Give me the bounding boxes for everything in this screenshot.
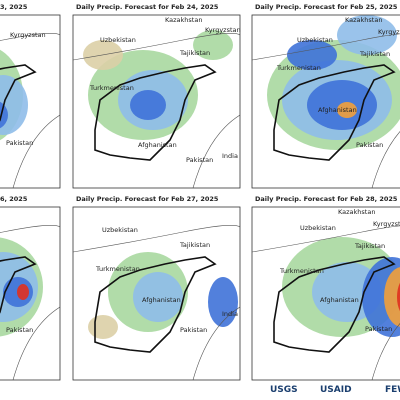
- country-label: Turkmenistan: [279, 267, 324, 275]
- country-label: Uzbekistan: [300, 224, 336, 232]
- afghanistan-outline: [94, 256, 217, 353]
- afghanistan-outline: [273, 256, 396, 353]
- logo: USAID: [320, 385, 352, 395]
- country-label: Tajikistan: [179, 241, 210, 249]
- map-frame: [251, 206, 400, 381]
- panel-title: Daily Precip. Forecast for Feb 28, 2025: [255, 195, 398, 203]
- panel-title: Daily Precip. Forecast for Feb 24, 2025: [76, 3, 219, 11]
- country-border: [0, 33, 60, 188]
- map-panel: [0, 15, 60, 188]
- map-frame: [0, 206, 61, 381]
- map-frame: [0, 14, 61, 189]
- map-panel: [252, 207, 400, 380]
- country-label: Turkmenistan: [276, 64, 321, 72]
- country-label: Pakistan: [180, 326, 207, 334]
- country-label: Kyrgyzstan: [205, 26, 241, 34]
- country-label: Kyrgyzstan: [378, 28, 400, 36]
- country-label: Kazakhstan: [345, 16, 382, 24]
- country-border: [0, 225, 60, 380]
- country-label: Kyrgyzstan: [10, 31, 46, 39]
- panel-title: 6, 2025: [0, 195, 28, 203]
- precip-area: [17, 284, 29, 300]
- precip-area: [337, 15, 397, 55]
- country-border: [73, 33, 240, 188]
- country-label: Turkmenistan: [95, 265, 140, 273]
- country-label: Tajikistan: [359, 50, 390, 58]
- precip-area: [193, 30, 233, 60]
- logo: FEW: [385, 385, 400, 395]
- panel-title: Daily Precip. Forecast for Feb 27, 2025: [76, 195, 219, 203]
- country-label: Pakistan: [356, 141, 383, 149]
- map-panel: [0, 207, 60, 380]
- map-panel: [252, 15, 400, 188]
- country-label: Afghanistan: [142, 296, 181, 304]
- country-label: Uzbekistan: [102, 226, 138, 234]
- country-label: Afghanistan: [320, 296, 359, 304]
- precip-area: [0, 101, 8, 129]
- precip-area: [88, 315, 118, 339]
- country-label: Pakistan: [186, 156, 213, 164]
- country-label: Kazakhstan: [338, 208, 375, 216]
- country-label: Turkmenistan: [89, 84, 134, 92]
- country-label: Uzbekistan: [297, 36, 333, 44]
- country-label: Tajikistan: [179, 49, 210, 57]
- country-label: Afghanistan: [318, 106, 357, 114]
- country-label: India: [222, 152, 238, 160]
- precip-area: [397, 282, 400, 312]
- map-frame: [72, 206, 241, 381]
- map-panel: [73, 15, 240, 188]
- map-frame: [72, 14, 241, 189]
- country-label: Afghanistan: [138, 141, 177, 149]
- country-border: [252, 33, 400, 188]
- country-label: Uzbekistan: [100, 36, 136, 44]
- country-label: Kyrgyzstan: [373, 220, 400, 228]
- country-border: [252, 225, 400, 380]
- country-label: Pakistan: [6, 139, 33, 147]
- panel-title: 3, 2025: [0, 3, 28, 11]
- country-label: Pakistan: [6, 326, 33, 334]
- country-border: [73, 225, 240, 380]
- precip-area: [384, 267, 400, 327]
- precip-area: [337, 102, 357, 118]
- panel-title: Daily Precip. Forecast for Feb 25, 2025: [255, 3, 398, 11]
- country-label: Kazakhstan: [165, 16, 202, 24]
- logo: USGS: [270, 385, 298, 395]
- map-frame: [251, 14, 400, 189]
- afghanistan-outline: [273, 64, 396, 161]
- country-label: Pakistan: [365, 325, 392, 333]
- country-label: Tajikistan: [354, 242, 385, 250]
- afghanistan-outline: [94, 64, 217, 161]
- precip-area: [133, 272, 183, 322]
- afghanistan-outline: [0, 64, 37, 122]
- afghanistan-outline: [0, 256, 37, 314]
- precip-area: [130, 90, 166, 120]
- map-panel: [73, 207, 240, 380]
- country-label: India: [222, 310, 238, 318]
- precip-area: [208, 277, 238, 327]
